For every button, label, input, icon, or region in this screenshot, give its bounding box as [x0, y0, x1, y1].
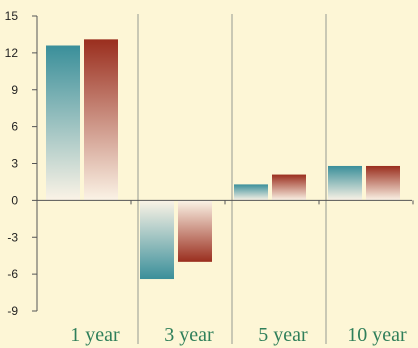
- y-tick-label: -3: [7, 230, 18, 244]
- y-tick-label: 3: [11, 157, 18, 171]
- y-tick-label: 0: [11, 193, 18, 207]
- bars: [46, 39, 400, 280]
- bar-series-1-1-year: [46, 45, 80, 201]
- y-tick-label: -6: [7, 267, 18, 281]
- category-labels: 1 year 3 year 5 year 10 year: [70, 324, 407, 346]
- category-label: 1 year: [70, 324, 120, 346]
- y-tick-label: -9: [7, 304, 18, 318]
- y-tick-labels: 15 12 9 6 3 0 -3 -6 -9: [5, 9, 19, 318]
- bar-series-1-10-year: [328, 165, 362, 201]
- category-label: 5 year: [258, 324, 308, 346]
- category-label: 3 year: [164, 324, 214, 346]
- bar-series-2-1-year: [84, 39, 118, 201]
- category-dividers: [137, 14, 327, 344]
- bar-series-2-10-year: [366, 165, 400, 201]
- axes: [32, 15, 414, 312]
- bar-series-1-5-year: [234, 184, 268, 201]
- bar-series-2-5-year: [272, 174, 306, 201]
- y-tick-label: 15: [5, 9, 19, 23]
- y-tick-label: 6: [11, 120, 18, 134]
- bar-series-1-3-year: [140, 200, 174, 280]
- y-tick-label: 12: [5, 46, 19, 60]
- y-tick-label: 9: [11, 83, 18, 97]
- bar-series-2-3-year: [178, 200, 212, 262]
- category-label: 10 year: [347, 324, 407, 346]
